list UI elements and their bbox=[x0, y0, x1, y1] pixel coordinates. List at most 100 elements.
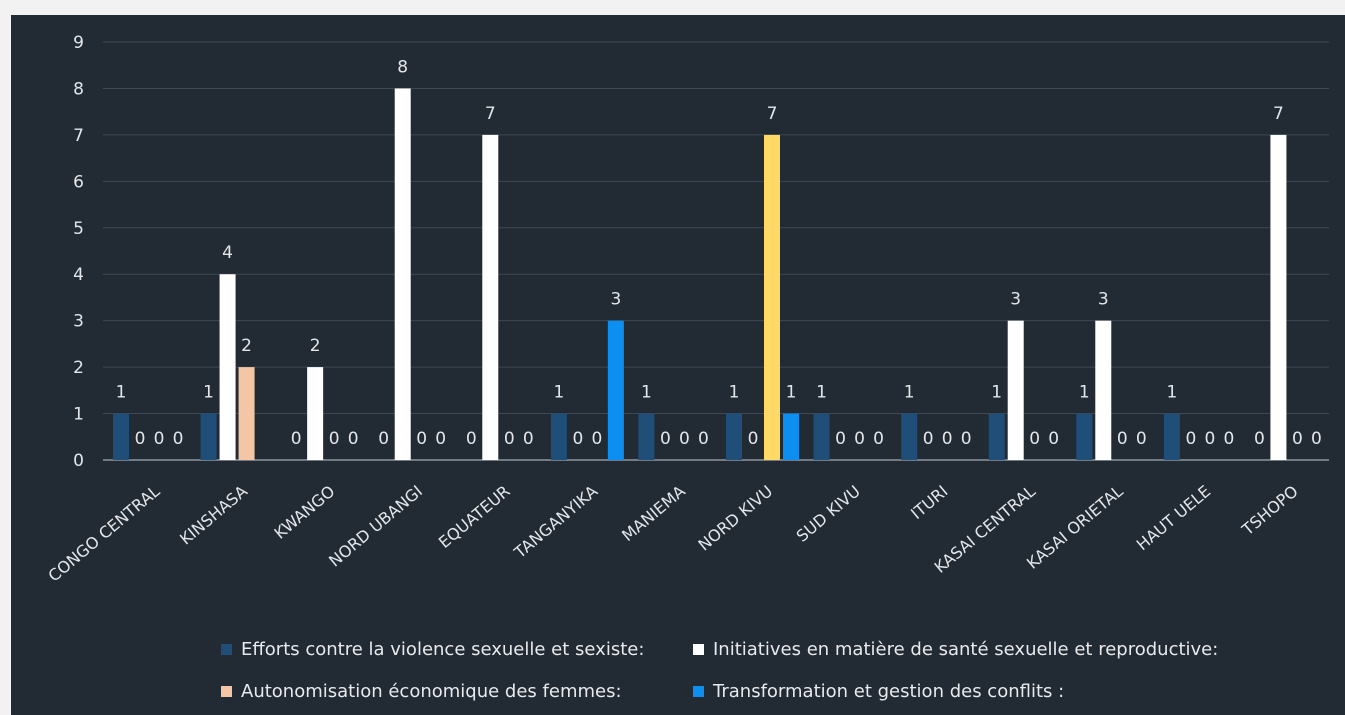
data-label-1-0: 0 bbox=[135, 429, 146, 449]
data-label-0-11: 1 bbox=[1079, 383, 1090, 403]
data-label-0-0: 1 bbox=[116, 383, 127, 403]
data-label-0-12: 1 bbox=[1166, 383, 1177, 403]
bar-0-11 bbox=[1076, 413, 1093, 460]
legend-swatch-series-3 bbox=[693, 686, 704, 697]
bar-1-10 bbox=[1007, 320, 1024, 460]
y-tick-label-6: 6 bbox=[73, 172, 84, 192]
data-label-2-11: 0 bbox=[1117, 429, 1128, 449]
data-label-2-9: 0 bbox=[942, 429, 953, 449]
x-tick-label-1: KINSHASA bbox=[176, 481, 251, 548]
data-label-0-13: 0 bbox=[1254, 429, 1265, 449]
data-label-0-2: 0 bbox=[291, 429, 302, 449]
data-label-0-9: 1 bbox=[904, 383, 915, 403]
data-label-1-9: 0 bbox=[923, 429, 934, 449]
x-tick-label-7: NORD KIVU bbox=[694, 482, 776, 555]
data-label-2-13: 0 bbox=[1292, 429, 1303, 449]
bar-3-5 bbox=[607, 320, 624, 460]
data-label-3-8: 0 bbox=[873, 429, 884, 449]
data-label-3-3: 0 bbox=[435, 429, 446, 449]
y-tick-label-4: 4 bbox=[73, 265, 84, 285]
data-label-3-4: 0 bbox=[523, 429, 534, 449]
bar-0-7 bbox=[726, 413, 742, 460]
data-label-3-11: 0 bbox=[1136, 429, 1147, 449]
data-label-2-5: 0 bbox=[591, 429, 602, 449]
bar-2-7 bbox=[764, 134, 780, 460]
bar-1-3 bbox=[394, 88, 411, 460]
data-label-3-13: 0 bbox=[1311, 429, 1322, 449]
legend-label-series-0: Efforts contre la violence sexuelle et s… bbox=[241, 639, 645, 660]
x-tick-label-12: HAUT UELE bbox=[1133, 482, 1214, 555]
legend-label-series-1: Initiatives en matière de santé sexuelle… bbox=[713, 639, 1219, 660]
legend-label-series-3: Transformation et gestion des conflits : bbox=[713, 681, 1065, 702]
bar-3-7 bbox=[783, 413, 799, 460]
chart-panel: 0 1 2 3 4 5 6 7 8 9 1 0 0 0 CONGO CENTRAL 1 4 2 KINSHASA 0 2… bbox=[11, 15, 1345, 715]
legend-item-series-1: Initiatives en matière de santé sexuelle… bbox=[693, 639, 1218, 660]
data-label-0-3: 0 bbox=[378, 429, 389, 449]
data-label-1-10: 3 bbox=[1010, 290, 1021, 310]
data-label-2-7: 7 bbox=[767, 104, 778, 124]
data-label-3-6: 0 bbox=[698, 429, 709, 449]
data-label-0-5: 1 bbox=[553, 383, 564, 403]
data-label-3-5: 3 bbox=[610, 290, 621, 310]
x-tick-label-8: SUD KIVU bbox=[793, 482, 864, 546]
y-tick-label-9: 9 bbox=[73, 33, 84, 53]
bar-0-1 bbox=[200, 413, 217, 460]
bar-0-5 bbox=[550, 413, 567, 460]
x-tick-label-0: CONGO CENTRAL bbox=[45, 481, 164, 585]
legend-swatch-series-1 bbox=[693, 644, 704, 655]
data-label-0-1: 1 bbox=[203, 383, 214, 403]
legend-swatch-series-0 bbox=[221, 644, 232, 655]
bar-1-4 bbox=[482, 134, 499, 460]
data-label-2-12: 0 bbox=[1204, 429, 1215, 449]
data-label-2-4: 0 bbox=[504, 429, 515, 449]
data-label-2-1: 2 bbox=[241, 336, 252, 356]
y-tick-label-1: 1 bbox=[73, 405, 84, 425]
data-label-1-1: 4 bbox=[222, 243, 233, 263]
bar-2-1 bbox=[238, 367, 255, 460]
data-label-3-7: 1 bbox=[786, 383, 797, 403]
data-label-1-2: 2 bbox=[310, 336, 321, 356]
data-label-1-5: 0 bbox=[572, 429, 583, 449]
data-label-0-10: 1 bbox=[991, 383, 1002, 403]
x-tick-label-11: KASAI ORIETAL bbox=[1023, 481, 1127, 572]
bar-1-1 bbox=[219, 274, 236, 460]
y-tick-label-8: 8 bbox=[73, 79, 84, 99]
x-tick-label-6: MANIEMA bbox=[618, 481, 689, 545]
legend-item-series-2: Autonomisation économique des femmes: bbox=[221, 681, 622, 702]
data-label-1-7: 0 bbox=[748, 429, 759, 449]
data-label-3-0: 0 bbox=[173, 429, 184, 449]
data-label-2-3: 0 bbox=[416, 429, 427, 449]
bar-0-12 bbox=[1163, 413, 1180, 460]
data-label-2-0: 0 bbox=[154, 429, 165, 449]
x-tick-label-9: ITURI bbox=[907, 482, 951, 524]
data-label-1-11: 3 bbox=[1098, 290, 1109, 310]
bar-0-0 bbox=[113, 413, 129, 460]
legend-label-series-2: Autonomisation économique des femmes: bbox=[241, 681, 622, 702]
data-label-1-6: 0 bbox=[660, 429, 671, 449]
x-tick-label-5: TANGANYIKA bbox=[510, 481, 601, 562]
bar-1-11 bbox=[1095, 320, 1112, 460]
bar-0-8 bbox=[813, 413, 830, 460]
y-tick-label-0: 0 bbox=[73, 451, 84, 471]
y-tick-label-2: 2 bbox=[73, 358, 84, 378]
data-label-2-2: 0 bbox=[329, 429, 340, 449]
data-label-1-3: 8 bbox=[397, 57, 408, 77]
data-label-1-4: 7 bbox=[485, 104, 496, 124]
bar-0-10 bbox=[988, 413, 1005, 460]
data-label-3-9: 0 bbox=[961, 429, 972, 449]
legend-item-series-3: Transformation et gestion des conflits : bbox=[693, 681, 1064, 702]
x-tick-label-4: EQUATEUR bbox=[435, 482, 514, 552]
data-label-2-8: 0 bbox=[854, 429, 865, 449]
data-label-1-13: 7 bbox=[1273, 104, 1284, 124]
data-label-0-8: 1 bbox=[816, 383, 827, 403]
data-label-1-12: 0 bbox=[1185, 429, 1196, 449]
data-label-1-8: 0 bbox=[835, 429, 846, 449]
bar-1-13 bbox=[1270, 134, 1287, 460]
bar-1-2 bbox=[307, 367, 324, 460]
x-tick-label-13: TSHOPO bbox=[1238, 482, 1302, 540]
y-tick-label-7: 7 bbox=[73, 126, 84, 146]
y-tick-label-3: 3 bbox=[73, 312, 84, 332]
legend-item-series-0: Efforts contre la violence sexuelle et s… bbox=[221, 639, 644, 660]
x-tick-label-2: KWANGO bbox=[271, 482, 339, 543]
